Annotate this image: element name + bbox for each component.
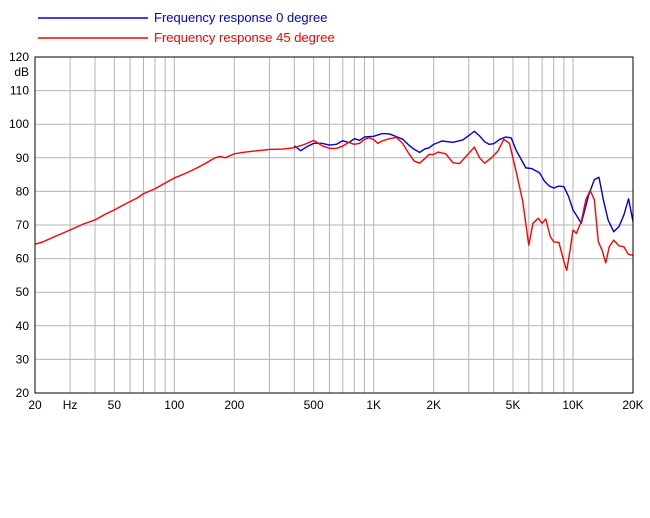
- y-tick-label: 90: [16, 151, 30, 165]
- y-tick-label: 80: [16, 184, 30, 198]
- chart-series: [34, 130, 634, 272]
- y-tick-label: 100: [9, 117, 29, 131]
- y-tick-label: 70: [16, 218, 30, 232]
- x-tick-label: 20K: [622, 398, 643, 412]
- series-line-0-degree: [293, 130, 634, 233]
- y-tick-label: 40: [16, 319, 30, 333]
- plot-frame: [34, 56, 634, 394]
- y-unit-label: dB: [14, 65, 29, 79]
- x-tick-label: 2K: [426, 398, 441, 412]
- x-tick-label: 500: [304, 398, 324, 412]
- y-tick-label: 30: [16, 352, 30, 366]
- chart-grid: [34, 56, 634, 394]
- legend-label: Frequency response 45 degree: [154, 30, 335, 45]
- chart-legend: Frequency response 0 degree Frequency res…: [38, 10, 335, 45]
- y-tick-label: 60: [16, 252, 30, 266]
- x-tick-label: 20: [28, 398, 42, 412]
- y-tick-label: 120: [9, 50, 29, 64]
- x-tick-label: 100: [164, 398, 184, 412]
- y-tick-label: 50: [16, 285, 30, 299]
- x-axis-ticks: 20 Hz 50 100 200 500 1K 2K 5K 10K 20K: [28, 398, 643, 412]
- x-tick-label: 200: [224, 398, 244, 412]
- series-line-45-degree: [34, 136, 634, 272]
- x-tick-label: Hz: [63, 398, 78, 412]
- x-tick-label: 5K: [506, 398, 521, 412]
- x-tick-label: 10K: [562, 398, 583, 412]
- x-tick-label: 50: [108, 398, 122, 412]
- legend-label: Frequency response 0 degree: [154, 10, 327, 25]
- y-tick-label: 110: [10, 84, 29, 98]
- y-tick-label: 20: [16, 386, 30, 400]
- x-tick-label: 1K: [366, 398, 381, 412]
